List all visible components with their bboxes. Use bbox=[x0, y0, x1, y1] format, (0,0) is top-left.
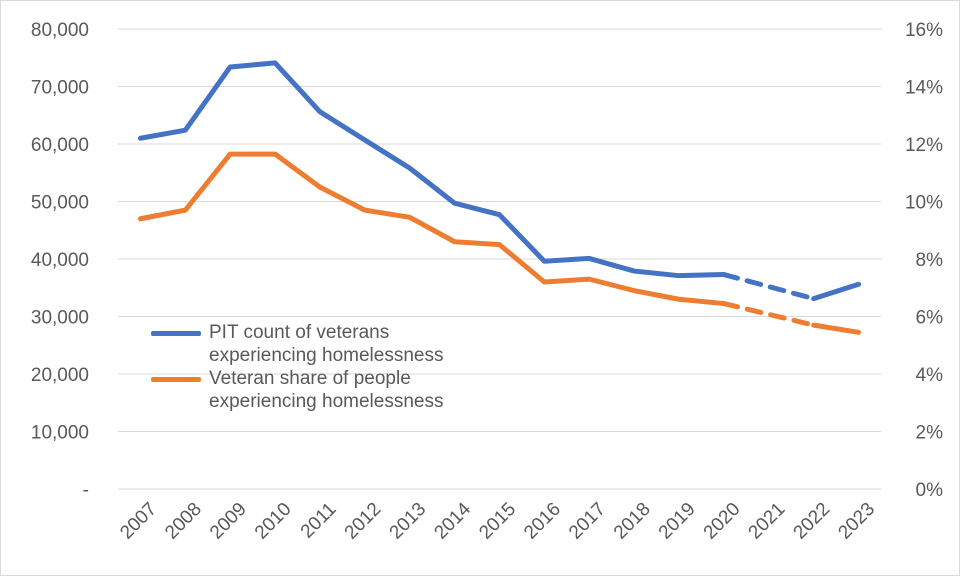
x-axis-tick-label: 2017 bbox=[565, 499, 610, 544]
legend: PIT count of veterans experiencing homel… bbox=[151, 321, 489, 413]
right-axis-tick-label: 0% bbox=[916, 480, 944, 501]
series-line-solid bbox=[814, 284, 859, 298]
right-axis-tick-label: 2% bbox=[916, 423, 944, 444]
legend-swatch-blue bbox=[151, 331, 201, 336]
legend-item-veteran-count: PIT count of veterans experiencing homel… bbox=[151, 321, 489, 367]
left-axis-tick-label: 70,000 bbox=[31, 78, 89, 99]
right-axis-tick-label: 6% bbox=[916, 308, 944, 329]
right-axis-tick-label: 8% bbox=[916, 250, 944, 271]
series-line-solid bbox=[140, 63, 723, 276]
legend-label: PIT count of veterans experiencing homel… bbox=[209, 321, 489, 367]
x-axis-tick-label: 2022 bbox=[790, 499, 835, 544]
legend-item-veteran-share: Veteran share of people experiencing hom… bbox=[151, 367, 489, 413]
x-axis-tick-label: 2007 bbox=[116, 499, 161, 544]
x-axis-tick-label: 2014 bbox=[430, 498, 475, 543]
x-axis-tick-label: 2021 bbox=[745, 499, 790, 544]
legend-label: Veteran share of people experiencing hom… bbox=[209, 367, 489, 413]
x-axis-tick-label: 2023 bbox=[834, 499, 879, 544]
left-axis-tick-label: 40,000 bbox=[31, 250, 89, 271]
left-axis-tick-label: - bbox=[83, 480, 89, 501]
series-line-dashed bbox=[724, 275, 814, 299]
series-line-solid bbox=[814, 325, 859, 332]
legend-swatch-orange bbox=[151, 377, 201, 382]
right-axis-tick-label: 10% bbox=[905, 193, 943, 214]
x-axis-tick-label: 2010 bbox=[251, 499, 296, 544]
x-axis-tick-label: 2020 bbox=[700, 499, 745, 544]
left-axis-tick-label: 30,000 bbox=[31, 308, 89, 329]
x-axis-tick-label: 2013 bbox=[386, 499, 431, 544]
left-axis-tick-label: 10,000 bbox=[31, 423, 89, 444]
x-axis-tick-label: 2009 bbox=[206, 499, 251, 544]
right-axis-tick-label: 14% bbox=[905, 78, 943, 99]
right-axis-tick-label: 12% bbox=[905, 135, 943, 156]
left-axis-tick-label: 50,000 bbox=[31, 193, 89, 214]
x-axis-tick-label: 2016 bbox=[520, 499, 565, 544]
x-axis-tick-label: 2012 bbox=[341, 499, 386, 544]
x-axis-tick-label: 2018 bbox=[610, 499, 655, 544]
x-axis-tick-label: 2019 bbox=[655, 499, 700, 544]
x-axis-tick-label: 2008 bbox=[161, 499, 206, 544]
left-axis-tick-label: 20,000 bbox=[31, 365, 89, 386]
left-axis-tick-label: 80,000 bbox=[31, 20, 89, 41]
right-axis-tick-label: 4% bbox=[916, 365, 944, 386]
series-line-dashed bbox=[724, 304, 814, 326]
series-line-solid bbox=[140, 154, 723, 304]
right-axis-tick-label: 16% bbox=[905, 20, 943, 41]
x-axis-tick-label: 2011 bbox=[297, 499, 341, 543]
left-axis-tick-label: 60,000 bbox=[31, 135, 89, 156]
x-axis-tick-label: 2015 bbox=[475, 499, 520, 544]
